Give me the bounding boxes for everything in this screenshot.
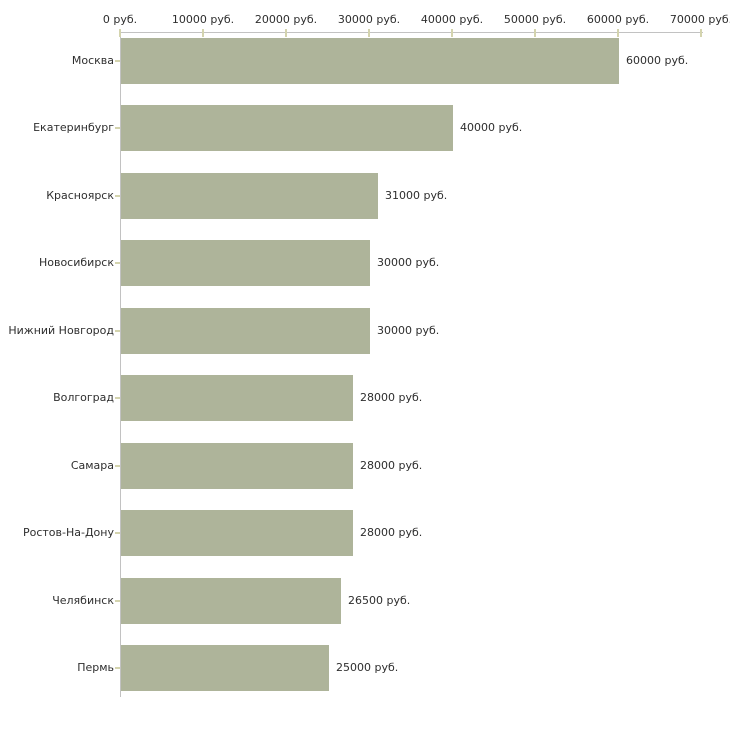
category-label: Самара <box>70 459 114 472</box>
bar <box>121 105 453 151</box>
value-label: 30000 руб. <box>377 256 440 269</box>
x-axis-tick <box>700 29 702 37</box>
y-axis-tick <box>115 195 120 197</box>
x-axis-line <box>120 32 703 33</box>
x-axis-tick <box>368 29 370 37</box>
category-label: Москва <box>71 54 114 67</box>
y-axis-line <box>120 33 121 697</box>
x-axis-tick-label: 10000 руб. <box>171 13 235 26</box>
x-axis-tick <box>534 29 536 37</box>
bar <box>121 38 619 84</box>
x-axis-tick-label: 20000 руб. <box>254 13 318 26</box>
category-label: Челябинск <box>52 594 114 607</box>
category-label: Красноярск <box>46 189 114 202</box>
value-label: 60000 руб. <box>626 54 689 67</box>
x-axis-tick <box>451 29 453 37</box>
y-axis-tick <box>115 60 120 62</box>
y-axis-tick <box>115 397 120 399</box>
value-label: 30000 руб. <box>377 324 440 337</box>
value-label: 31000 руб. <box>385 189 448 202</box>
value-label: 26500 руб. <box>348 594 411 607</box>
y-axis-tick <box>115 262 120 264</box>
bar <box>121 510 353 556</box>
bar <box>121 578 341 624</box>
category-label: Нижний Новгород <box>8 324 114 337</box>
value-label: 40000 руб. <box>460 121 523 134</box>
category-label: Волгоград <box>53 391 114 404</box>
y-axis-tick <box>115 330 120 332</box>
x-axis-tick <box>617 29 619 37</box>
category-label: Новосибирск <box>38 256 114 269</box>
bar <box>121 375 353 421</box>
value-label: 28000 руб. <box>360 526 423 539</box>
value-label: 28000 руб. <box>360 459 423 472</box>
x-axis-tick-label: 30000 руб. <box>337 13 401 26</box>
x-axis-tick <box>119 29 121 37</box>
value-label: 25000 руб. <box>336 661 399 674</box>
y-axis-tick <box>115 667 120 669</box>
y-axis-tick <box>115 532 120 534</box>
bar <box>121 443 353 489</box>
bar <box>121 308 370 354</box>
category-label: Екатеринбург <box>33 121 114 134</box>
category-label: Пермь <box>77 661 114 674</box>
y-axis-tick <box>115 127 120 129</box>
x-axis-tick-label: 50000 руб. <box>503 13 567 26</box>
value-label: 28000 руб. <box>360 391 423 404</box>
x-axis-tick <box>202 29 204 37</box>
y-axis-tick <box>115 465 120 467</box>
x-axis-tick-label: 0 руб. <box>102 13 138 26</box>
y-axis-tick <box>115 600 120 602</box>
x-axis-tick-label: 40000 руб. <box>420 13 484 26</box>
x-axis-tick <box>285 29 287 37</box>
bar <box>121 240 370 286</box>
bar <box>121 645 329 691</box>
x-axis-tick-label: 60000 руб. <box>586 13 650 26</box>
category-label: Ростов-На-Дону <box>22 526 114 539</box>
bar <box>121 173 378 219</box>
x-axis-tick-label: 70000 руб. <box>669 13 730 26</box>
